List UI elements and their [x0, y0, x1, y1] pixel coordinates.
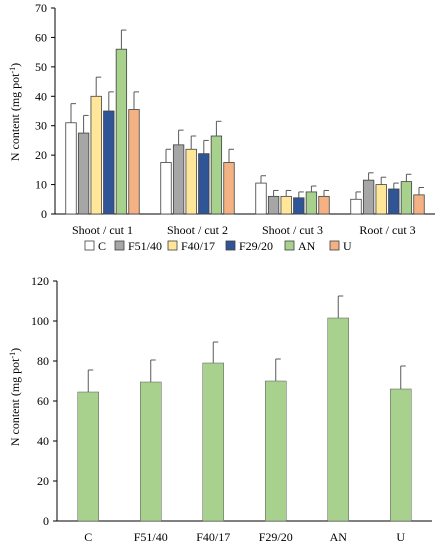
x-tick-label: Root / cut 3	[359, 223, 415, 237]
y-tick-label: 10	[35, 178, 47, 192]
bar	[77, 132, 90, 215]
y-tick-label: 0	[41, 207, 47, 221]
x-tick-labels: Shoot / cut 1 Shoot / cut 2 Shoot / cut 3 R…	[72, 223, 416, 237]
bar	[202, 362, 224, 522]
x-tick-label: Shoot / cut 3	[262, 223, 323, 237]
y-tick-label: 20	[37, 474, 49, 488]
legend-label: F40/17	[181, 239, 215, 253]
bar	[305, 191, 318, 215]
bar	[413, 194, 425, 215]
y-tick-label: 30	[35, 119, 47, 133]
bar	[327, 317, 349, 522]
bar	[90, 95, 102, 215]
bar	[210, 135, 223, 215]
chart-top-grouped-bars: N content (mg pot-1) 0 10 20 30 40 50 60 70 Sho…	[8, 1, 435, 253]
bar	[172, 144, 185, 215]
y-tick-label: 70	[35, 1, 47, 15]
bar	[140, 381, 162, 522]
bar	[400, 181, 413, 215]
legend-swatch	[114, 240, 125, 251]
axes: 0 20 40 60 80 100 120	[31, 274, 432, 528]
y-tick-label: 40	[35, 89, 47, 103]
y-tick-label: 40	[37, 434, 49, 448]
bar	[128, 109, 140, 215]
bar	[375, 184, 387, 215]
x-tick-label: Shoot / cut 2	[167, 223, 228, 237]
bar	[362, 179, 375, 215]
x-tick-label: U	[396, 530, 405, 544]
bar	[115, 48, 128, 215]
y-axis-label: N content (mg pot-1)	[8, 348, 22, 446]
y-tick-label: 0	[43, 514, 49, 528]
bar	[293, 197, 305, 215]
y-tick-label: 80	[37, 354, 49, 368]
bar	[280, 195, 292, 215]
bar	[388, 188, 400, 215]
y-axis-label: N content (mg pot-1)	[8, 63, 22, 161]
bar	[160, 162, 172, 215]
bar	[255, 182, 267, 215]
legend-swatch	[167, 240, 178, 251]
x-tick-label: F51/40	[134, 530, 168, 544]
bars	[65, 29, 425, 215]
legend: C F51/40 F40/17 F29/20 AN U	[84, 239, 352, 253]
y-tick-label: 50	[35, 60, 47, 74]
bar	[267, 195, 280, 215]
bar	[185, 148, 197, 215]
bar	[103, 110, 115, 215]
x-tick-labels: C F51/40 F40/17 F29/20 AN U	[84, 530, 405, 544]
legend-label: U	[343, 239, 352, 253]
legend-label: C	[98, 239, 106, 253]
bars	[77, 295, 412, 522]
y-tick-label: 60	[37, 394, 49, 408]
y-tick-label: 20	[35, 148, 47, 162]
legend-swatch	[225, 240, 236, 251]
legend-swatch	[329, 240, 340, 251]
legend-label: F29/20	[239, 239, 273, 253]
legend-swatch	[284, 240, 295, 251]
bar	[350, 198, 362, 215]
bar	[198, 153, 210, 215]
y-tick-label: 60	[35, 30, 47, 44]
legend-swatch	[84, 240, 95, 251]
bar	[265, 380, 287, 522]
bar	[390, 388, 412, 522]
legend-label: AN	[298, 239, 316, 253]
legend-label: F51/40	[128, 239, 162, 253]
y-tick-label: 100	[31, 314, 49, 328]
x-tick-label: C	[84, 530, 92, 544]
bar	[223, 162, 235, 215]
bar	[77, 391, 99, 522]
y-tick-label: 120	[31, 274, 49, 288]
chart-bottom-bars: N content (mg pot-1) 0 20 40 60 80 100 120 C F5…	[8, 274, 432, 544]
x-tick-label: AN	[330, 530, 348, 544]
bar	[65, 122, 77, 215]
x-tick-label: F40/17	[196, 530, 230, 544]
x-tick-label: Shoot / cut 1	[72, 223, 133, 237]
x-tick-label: F29/20	[259, 530, 293, 544]
bar	[318, 195, 330, 215]
